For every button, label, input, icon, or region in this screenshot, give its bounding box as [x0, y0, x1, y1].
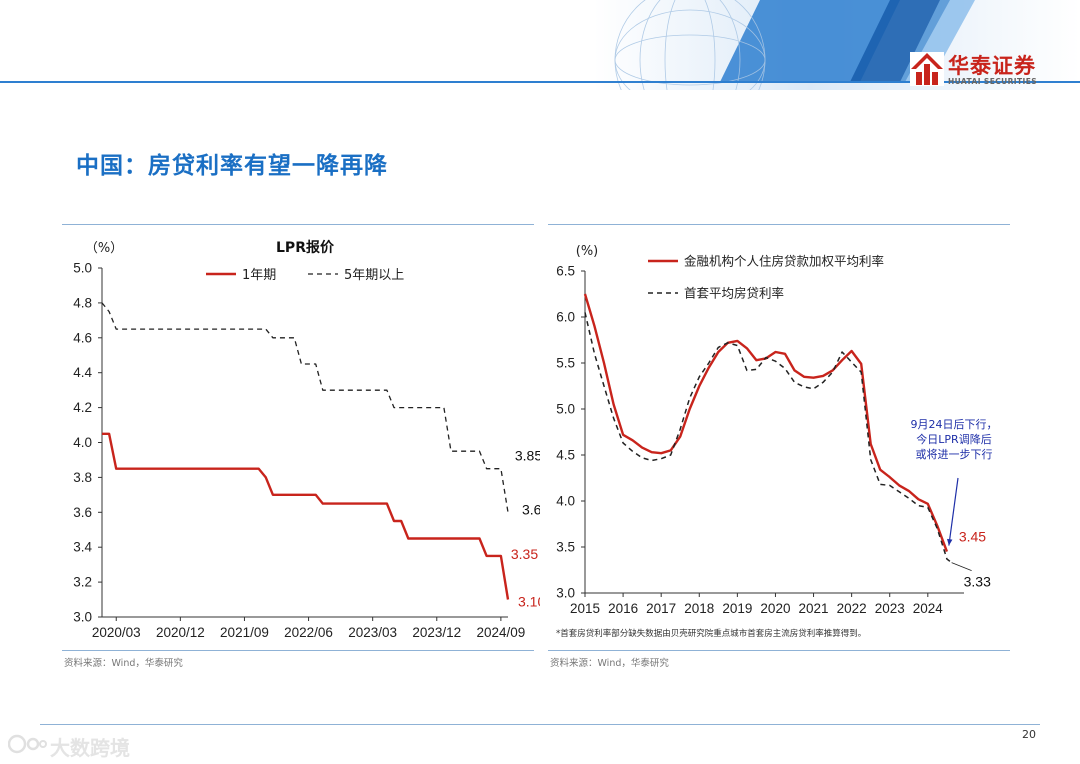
series-line-1 — [102, 432, 510, 600]
right-source-note: 资料来源：Wind，华泰研究 — [550, 658, 669, 669]
x-tick-label: 2020 — [760, 601, 790, 616]
x-tick-label: 2022/06 — [284, 625, 333, 640]
x-tick-label: 2022 — [837, 601, 867, 616]
y-tick-label: 4.2 — [73, 400, 92, 415]
y-tick-label: 6.5 — [556, 264, 575, 279]
y-axis-unit-label: （%） — [85, 241, 123, 256]
end-value-label: 3.10 — [518, 594, 540, 610]
x-tick-label: 2023/03 — [348, 625, 397, 640]
x-tick-label: 2015 — [570, 601, 600, 616]
huatai-logo-icon — [910, 52, 944, 86]
annotation-text-line: 或将进一步下行 — [916, 448, 993, 461]
page-title: 中国：房贷利率有望一降再降 — [76, 152, 388, 179]
x-tick-label: 2024 — [913, 601, 944, 616]
y-tick-label: 3.0 — [556, 586, 575, 601]
x-tick-label: 2021/09 — [220, 625, 269, 640]
right-panel-bottom-rule — [548, 650, 1010, 651]
y-tick-label: 4.8 — [73, 295, 92, 310]
watermark-logo-icon — [7, 733, 50, 760]
series-line-2 — [584, 312, 953, 564]
end-value-leader-line — [951, 562, 972, 572]
x-tick-label: 2023/12 — [412, 625, 461, 640]
legend-label-1: 1年期 — [242, 268, 276, 283]
x-tick-label: 2021 — [799, 601, 829, 616]
y-tick-label: 5.0 — [556, 402, 575, 417]
end-value-label: 3.33 — [964, 574, 991, 590]
y-tick-label: 3.2 — [73, 575, 92, 590]
left-panel-rule — [62, 224, 534, 225]
logo-chinese-text: 华泰证券 — [948, 54, 1036, 78]
series-line-2 — [101, 302, 509, 513]
watermark: 大数跨境 — [7, 732, 130, 761]
lpr-chart: 5.0 4.8 4.6 4.4 4.2 4.0 3.8 3.6 3.4 3.2 3.02020/03… — [73, 240, 540, 640]
mortgage-chart-footnote: *首套房贷利率部分缺失数据由贝壳研究院重点城市首套房主流房贷利率推算得到。 — [556, 629, 867, 639]
top-banner: 华泰证券 HUATAI SECURITIES — [0, 0, 1080, 90]
logo-english-text: HUATAI SECURITIES — [948, 77, 1038, 86]
x-tick-label: 2019 — [722, 601, 752, 616]
x-tick-label: 2020/12 — [156, 625, 205, 640]
y-tick-label: 6.0 — [556, 310, 575, 325]
legend-label-2: 5年期以上 — [344, 268, 404, 283]
y-tick-label: 3.0 — [73, 610, 92, 625]
annotation-arrow-line — [948, 477, 959, 546]
end-value-label: 3.35 — [511, 546, 538, 562]
x-tick-label: 2024/09 — [476, 625, 525, 640]
left-source-note: 资料来源：Wind，华泰研究 — [64, 658, 183, 669]
footer-rule — [40, 724, 1040, 725]
banner-graphic — [0, 0, 1080, 90]
y-tick-label: 3.6 — [73, 505, 92, 520]
left-panel-bottom-rule — [62, 650, 534, 651]
y-tick-label: 4.0 — [556, 494, 575, 509]
annotation-text-line: 今日LPR调降后 — [916, 432, 991, 446]
y-tick-label: 5.5 — [556, 356, 575, 371]
y-tick-label: 4.0 — [73, 435, 92, 450]
annotation-arrowhead — [947, 538, 953, 546]
chart-title: LPR报价 — [276, 240, 335, 256]
y-tick-label: 4.5 — [556, 448, 575, 463]
y-tick-label: 5.0 — [73, 261, 92, 276]
end-value-label: 3.60 — [522, 501, 540, 517]
legend-label-1: 金融机构个人住房贷款加权平均利率 — [684, 254, 884, 269]
x-tick-label: 2023 — [875, 601, 905, 616]
y-tick-label: 4.6 — [73, 330, 92, 345]
y-tick-label: 3.4 — [73, 540, 92, 555]
x-tick-label: 2020/03 — [92, 625, 141, 640]
y-tick-label: 4.4 — [73, 365, 92, 380]
y-axis-unit-label: (%) — [576, 244, 599, 259]
end-value-label: 3.45 — [959, 529, 986, 545]
page-number: 20 — [1022, 728, 1036, 741]
x-tick-label: 2016 — [608, 601, 638, 616]
watermark-text: 大数跨境 — [50, 736, 130, 760]
y-tick-label: 3.8 — [73, 470, 92, 485]
legend-label-2: 首套平均房贷利率 — [684, 286, 784, 301]
right-panel-rule — [548, 224, 1010, 225]
x-tick-label: 2017 — [646, 601, 676, 616]
annotation-text-line: 9月24日后下行， — [911, 418, 998, 431]
end-value-label: 3.85 — [515, 448, 540, 464]
x-tick-label: 2018 — [684, 601, 714, 616]
y-tick-label: 3.5 — [556, 540, 575, 555]
series-line-1 — [583, 293, 949, 553]
huatai-logo: 华泰证券 HUATAI SECURITIES — [910, 50, 1040, 90]
